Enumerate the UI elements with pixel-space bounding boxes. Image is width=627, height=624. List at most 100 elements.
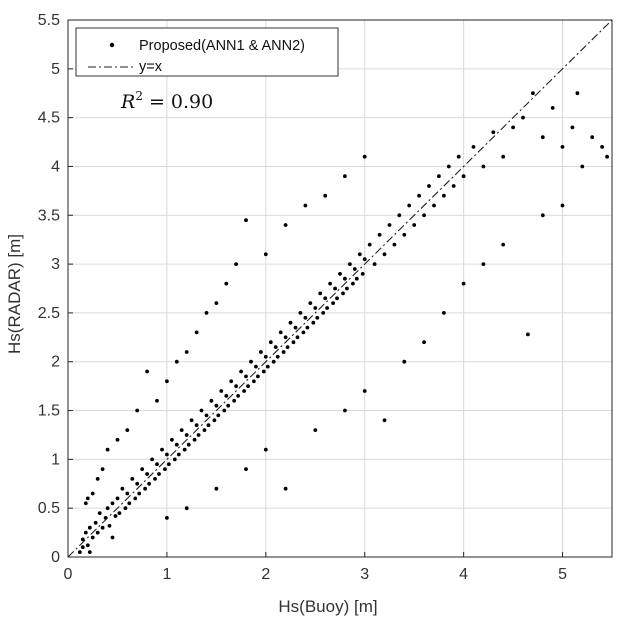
data-point xyxy=(427,184,431,188)
data-point xyxy=(252,379,256,384)
data-point xyxy=(133,496,138,501)
x-tick-label: 1 xyxy=(162,566,171,583)
data-point xyxy=(321,311,326,315)
data-point xyxy=(295,335,300,340)
data-point xyxy=(127,501,132,506)
data-point xyxy=(540,135,545,140)
legend: Proposed(ANN1 & ANN2) y=x xyxy=(75,27,339,77)
data-point xyxy=(179,428,184,432)
data-point xyxy=(95,477,100,481)
data-point xyxy=(263,252,268,257)
data-point xyxy=(100,525,105,530)
r-exponent: 2 xyxy=(135,89,143,103)
data-point xyxy=(83,530,88,535)
data-point xyxy=(167,462,171,467)
data-point xyxy=(570,125,575,130)
data-point xyxy=(331,301,335,305)
data-point xyxy=(285,345,290,349)
data-point xyxy=(130,477,135,481)
data-point xyxy=(422,340,426,345)
data-point xyxy=(165,452,169,457)
data-point xyxy=(481,164,486,169)
data-point xyxy=(335,296,339,301)
data-point xyxy=(115,437,120,442)
data-point xyxy=(199,408,204,413)
data-point xyxy=(229,379,234,384)
data-point xyxy=(303,315,308,320)
data-point xyxy=(318,291,323,296)
data-point xyxy=(105,506,110,511)
data-point xyxy=(397,213,402,218)
data-point xyxy=(357,252,362,257)
data-point xyxy=(202,428,207,432)
data-point xyxy=(226,403,231,408)
data-point xyxy=(446,164,451,169)
data-point xyxy=(402,232,407,237)
data-point xyxy=(288,320,293,325)
data-point xyxy=(263,354,268,359)
data-point xyxy=(125,491,130,496)
data-point xyxy=(249,359,253,364)
data-point xyxy=(78,550,82,554)
data-point xyxy=(157,472,161,476)
data-point xyxy=(239,369,244,374)
data-point xyxy=(172,457,177,462)
data-point xyxy=(461,174,466,179)
data-point xyxy=(293,325,298,330)
data-point xyxy=(242,389,247,393)
legend-entry-series: Proposed(ANN1 & ANN2) xyxy=(139,38,305,54)
data-point xyxy=(85,543,90,548)
data-point xyxy=(275,354,280,359)
data-point xyxy=(216,413,221,418)
data-point xyxy=(153,477,157,481)
data-point xyxy=(100,467,105,471)
data-point xyxy=(354,276,359,281)
data-point xyxy=(281,350,286,354)
y-tick-label: 1 xyxy=(51,451,60,468)
data-point xyxy=(491,130,496,135)
data-point xyxy=(343,408,347,413)
data-point xyxy=(147,481,152,486)
data-point xyxy=(214,301,219,305)
data-point xyxy=(278,330,283,335)
data-point xyxy=(501,154,506,159)
data-point xyxy=(531,91,535,96)
y-tick-label: 0.5 xyxy=(38,500,60,517)
data-point xyxy=(115,496,120,501)
data-point xyxy=(301,330,306,335)
x-tick-label: 0 xyxy=(64,566,73,583)
data-point xyxy=(160,447,164,452)
data-point xyxy=(283,335,288,340)
y-tick-label: 1.5 xyxy=(38,403,60,420)
data-point xyxy=(362,389,367,393)
data-point xyxy=(392,242,397,247)
data-point xyxy=(283,486,288,491)
data-point xyxy=(244,218,248,223)
legend-entry-reference: y=x xyxy=(139,59,163,75)
data-point xyxy=(313,428,318,432)
data-point xyxy=(196,433,201,437)
data-point xyxy=(511,125,515,130)
data-point xyxy=(209,398,214,403)
x-tick-label: 5 xyxy=(558,566,567,583)
data-point xyxy=(244,467,248,471)
data-point xyxy=(265,364,270,369)
data-point xyxy=(273,345,278,349)
data-point xyxy=(362,154,367,159)
data-point xyxy=(305,325,310,330)
data-point xyxy=(256,374,260,379)
data-point xyxy=(328,281,332,286)
data-point xyxy=(261,369,266,374)
data-point xyxy=(186,442,191,447)
data-point xyxy=(311,320,316,325)
data-point xyxy=(451,184,456,188)
data-point xyxy=(345,286,349,291)
data-point xyxy=(90,491,95,496)
data-point xyxy=(343,174,347,179)
x-tick-labels: 0 1 2 3 4 5 xyxy=(64,566,568,583)
data-point xyxy=(442,193,446,198)
data-point xyxy=(526,332,530,337)
data-point xyxy=(182,447,187,452)
data-point xyxy=(145,369,150,374)
data-point xyxy=(165,516,169,520)
